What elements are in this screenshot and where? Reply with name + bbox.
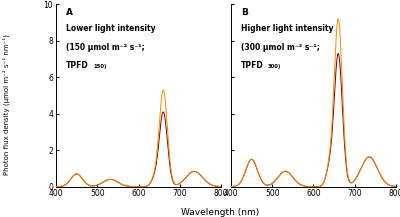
Text: Higher light intensity: Higher light intensity bbox=[241, 24, 333, 33]
Text: Lower light intensity: Lower light intensity bbox=[66, 24, 156, 33]
Text: Wavelength (nm): Wavelength (nm) bbox=[181, 208, 259, 217]
Text: TPFD: TPFD bbox=[241, 61, 264, 70]
Text: Photon flux density (μmol m⁻² s⁻¹ nm⁻¹): Photon flux density (μmol m⁻² s⁻¹ nm⁻¹) bbox=[2, 34, 10, 175]
Text: (300 μmol m⁻² s⁻¹;: (300 μmol m⁻² s⁻¹; bbox=[241, 43, 320, 52]
Text: (150 μmol m⁻² s⁻¹;: (150 μmol m⁻² s⁻¹; bbox=[66, 43, 145, 52]
Text: 300): 300) bbox=[268, 64, 282, 69]
Text: 150): 150) bbox=[93, 64, 107, 69]
Text: B: B bbox=[241, 8, 248, 17]
Text: A: A bbox=[66, 8, 73, 17]
Text: TPFD: TPFD bbox=[66, 61, 89, 70]
